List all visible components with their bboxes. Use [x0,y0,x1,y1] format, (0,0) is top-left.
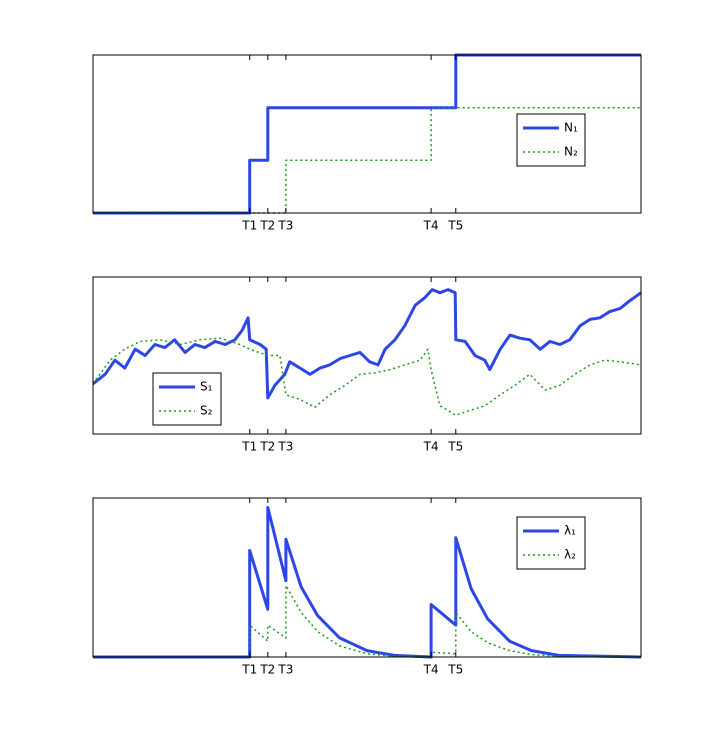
x-tick-label: T3 [277,440,293,454]
series-line [92,337,642,416]
x-tick-label: T2 [259,663,275,677]
x-tick-label: T5 [447,219,463,233]
x-tick-label: T2 [259,219,275,233]
legend-box [516,113,586,167]
legend-label: N₁ [564,121,578,135]
series-line [93,53,641,215]
x-tick-label: T3 [277,663,293,677]
series-line [93,584,642,658]
legend-label: λ₁ [564,524,576,538]
x-tick-label: T4 [423,663,439,677]
x-tick-label: T2 [259,440,275,454]
legend: λ₁ λ₂ [516,516,586,570]
series-line [93,506,642,659]
panel: T1 T2 T3 T4 T5 S₁ S₂ [92,276,642,454]
legend-box [516,516,586,570]
x-tick-label: T3 [277,219,293,233]
x-tick-label: T5 [447,663,463,677]
axes-box [92,276,642,435]
legend: N₁ N₂ [516,113,586,167]
series-line [92,288,642,400]
legend-label: S₁ [200,380,213,394]
x-tick-label: T5 [447,440,463,454]
x-tick-label: T4 [423,219,439,233]
legend-label: N₂ [564,145,578,159]
x-tick-label: T1 [241,440,257,454]
axes-box [92,497,642,658]
x-tick-label: T1 [241,663,257,677]
legend: S₁ S₂ [152,372,222,426]
legend-label: S₂ [200,404,213,418]
x-tick-label: T4 [423,440,439,454]
legend-label: λ₂ [564,548,576,562]
panel: T1 T2 T3 T4 T5 N₁ N₂ [92,53,642,233]
panel: T1 T2 T3 T4 T5 λ₁ λ₂ [92,497,642,677]
axes-box [92,54,642,214]
x-tick-label: T1 [241,219,257,233]
legend-box [152,372,222,426]
